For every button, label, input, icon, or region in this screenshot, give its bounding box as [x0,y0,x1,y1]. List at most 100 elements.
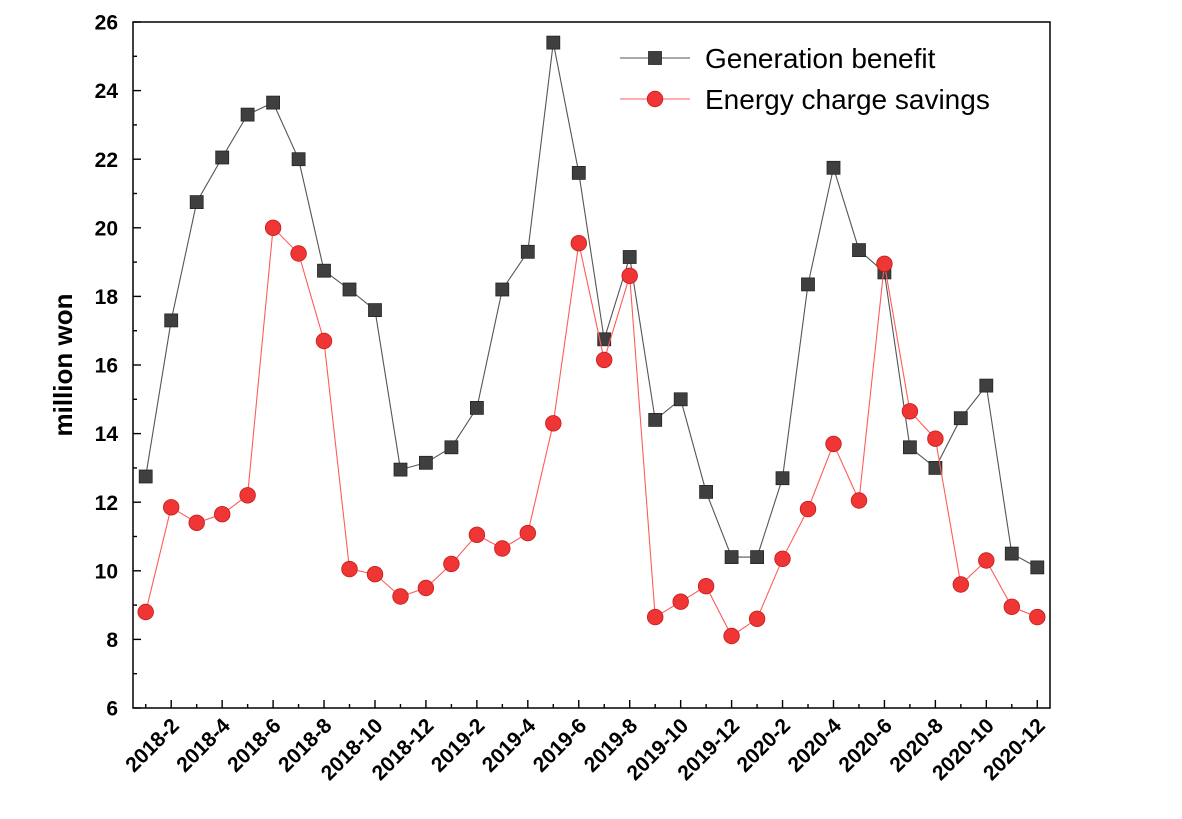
y-axis: 6 8 10 12 14 16 18 20 22 24 26 [95,12,141,721]
generation-benefit-point [418,455,433,470]
energy-charge-savings-point [697,578,715,595]
energy-charge-savings-point [647,608,664,626]
generation-benefit-point [903,440,917,455]
energy-charge-savings-point [443,555,460,573]
generation-benefit-point [852,243,866,258]
energy-charge-savings-point [494,540,511,557]
energy-charge-savings-point [264,219,282,237]
y-tick-label: 12 [95,492,118,515]
plot-frame [132,21,1051,709]
energy-charge-savings-point [341,560,358,578]
x-tick-label: 2020-2 [733,714,796,777]
y-tick-label: 26 [95,12,118,35]
generation-benefit-point [393,462,408,477]
y-tick-label: 10 [95,560,118,583]
generation-benefit-point [368,303,382,318]
y-axis-label: million won [48,294,78,437]
generation-benefit-point [495,282,510,297]
energy-charge-savings-point [1029,608,1046,626]
energy-charge-savings-point [162,499,180,516]
x-tick-label: 2019-4 [478,714,541,777]
energy-charge-savings-point [850,492,868,509]
y-tick-label: 24 [95,80,119,103]
energy-charge-savings-point [137,603,154,621]
x-tick-label: 2020-6 [834,714,897,777]
energy-charge-savings-point [799,500,817,518]
generation-benefit-point [546,35,561,50]
generation-benefit-point [240,107,255,122]
series-layer [137,35,1046,645]
generation-benefit-point [164,313,179,328]
x-tick-label: 2020-4 [784,714,847,777]
energy-charge-savings-point [1003,598,1021,616]
generation-benefit-point [342,282,357,297]
generation-benefit-point [775,471,790,486]
generation-benefit-point [622,250,637,264]
energy-charge-savings-point [748,610,766,628]
legend-marker-energy-charge-savings [646,90,664,108]
generation-benefit-point [469,400,484,415]
energy-charge-savings-line [145,226,1038,637]
y-tick-label: 8 [106,629,118,652]
generation-benefit-point [1004,546,1019,561]
generation-benefit-point [317,263,331,278]
energy-charge-savings-point [315,332,333,350]
energy-charge-savings-point [901,403,919,420]
generation-benefit-point [266,95,281,110]
generation-benefit-point [444,440,459,455]
y-tick-label: 22 [95,149,118,172]
energy-charge-savings-point [876,255,893,272]
energy-charge-savings-point [825,435,842,453]
x-tick-label: 2019-2 [427,714,490,777]
y-tick-label: 16 [95,355,118,378]
energy-charge-savings-point [952,576,970,593]
legend-label-energy-charge-savings: Energy charge savings [705,84,990,115]
legend-label-generation-benefit: Generation benefit [705,43,936,74]
energy-charge-savings-point [723,627,740,645]
generation-benefit-point [291,152,306,167]
generation-benefit-point [801,277,815,292]
y-tick-label: 18 [95,286,119,309]
energy-charge-savings-point [392,588,409,605]
y-tick-label: 6 [106,698,118,721]
energy-charge-savings-point [239,487,256,504]
generation-benefit-point [648,412,663,427]
generation-benefit-point [215,150,230,165]
generation-benefit-point [673,392,688,407]
energy-charge-savings-point [417,579,435,597]
energy-charge-savings-point [672,593,689,610]
generation-benefit-point [571,165,586,180]
x-tick-label: 2019-6 [529,714,592,777]
y-tick-label: 14 [95,423,119,446]
generation-benefit-point [189,195,204,210]
generation-benefit-point [928,460,943,475]
generation-benefit-point [699,484,713,499]
energy-charge-savings-point [290,245,307,262]
energy-charge-savings-point [468,526,486,544]
y-tick-label: 20 [95,217,118,240]
energy-charge-savings-point [188,514,205,532]
x-axis: 2018-22018-42018-62018-82018-102018-1220… [121,700,1050,785]
energy-charge-savings-point [774,550,791,568]
energy-charge-savings-point [545,415,562,432]
energy-charge-savings-point [596,351,613,369]
generation-benefit-point [520,244,535,259]
generation-benefit-point [1030,560,1045,575]
generation-benefit-point [138,469,153,484]
generation-benefit-point [750,550,764,564]
x-tick-label: 2018-2 [121,714,184,777]
generation-benefit-point [724,550,739,564]
generation-benefit-point [979,378,994,393]
generation-benefit-point [953,411,968,426]
energy-charge-savings-point [927,430,944,447]
energy-charge-savings-point [213,506,231,523]
energy-charge-savings-point [621,267,638,285]
x-tick-label: 2018-6 [223,714,286,777]
x-tick-label: 2018-4 [172,714,235,777]
energy-charge-savings-point [366,566,384,583]
energy-charge-savings-point [570,234,588,252]
legend-marker-generation-benefit [648,51,662,65]
generation-benefit-point [826,160,841,175]
energy-charge-savings-point [519,524,537,542]
